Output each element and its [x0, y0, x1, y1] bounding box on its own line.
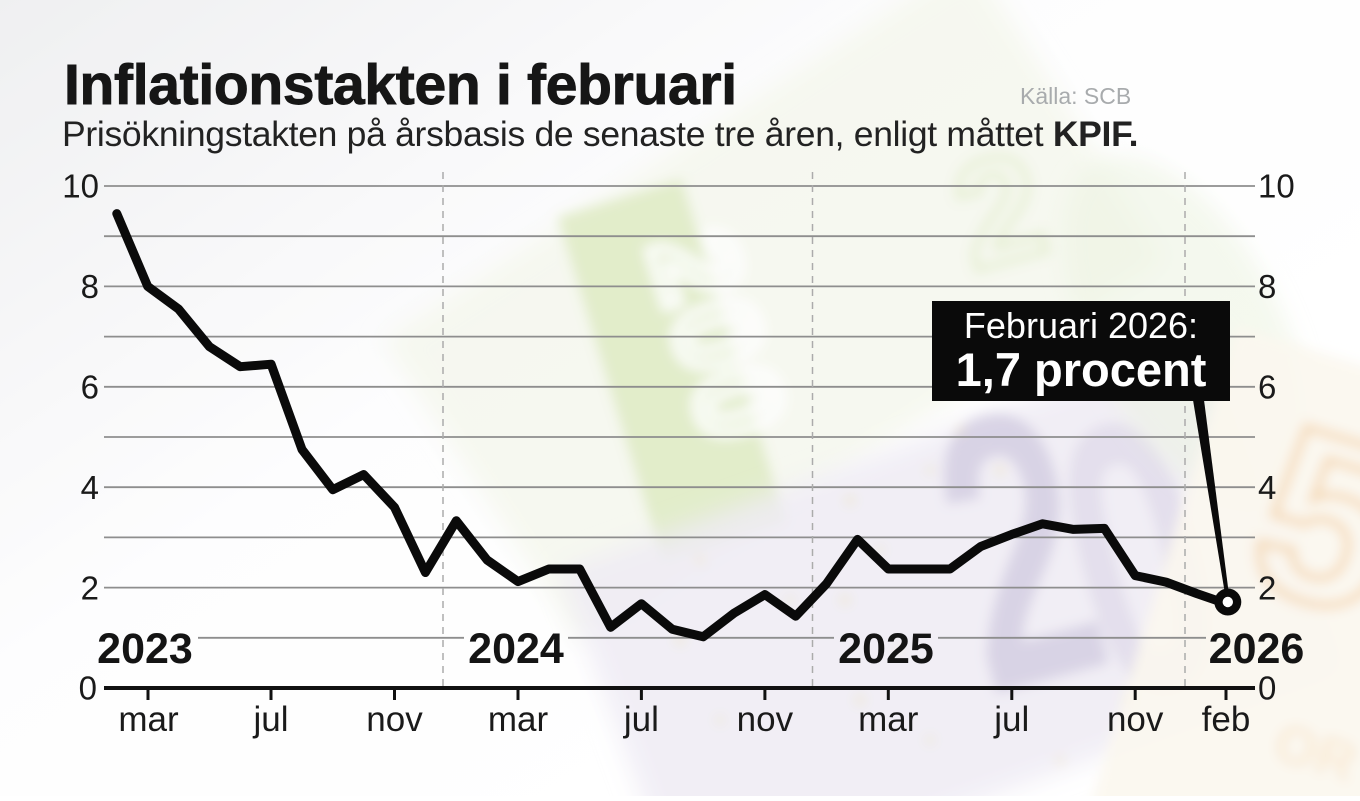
svg-text:0: 0 — [79, 670, 97, 707]
svg-text:1,7 procent: 1,7 procent — [956, 343, 1207, 396]
svg-text:2: 2 — [1258, 569, 1276, 606]
svg-text:2: 2 — [81, 569, 99, 606]
svg-text:feb: feb — [1202, 700, 1251, 739]
svg-text:8: 8 — [81, 268, 99, 305]
svg-text:jul: jul — [252, 700, 288, 739]
svg-text:jul: jul — [623, 700, 659, 739]
svg-text:6: 6 — [81, 369, 99, 406]
svg-text:8: 8 — [1258, 268, 1276, 305]
svg-text:jul: jul — [993, 700, 1029, 739]
svg-text:nov: nov — [366, 700, 423, 739]
svg-text:4: 4 — [81, 469, 99, 506]
svg-text:2023: 2023 — [97, 625, 193, 673]
svg-text:nov: nov — [1107, 700, 1164, 739]
svg-text:10: 10 — [62, 168, 99, 205]
svg-text:nov: nov — [737, 700, 794, 739]
svg-text:10: 10 — [1258, 168, 1295, 205]
svg-text:Februari 2026:: Februari 2026: — [964, 305, 1198, 346]
svg-text:2026: 2026 — [1209, 625, 1305, 673]
svg-text:mar: mar — [488, 700, 549, 739]
svg-text:Källa: SCB: Källa: SCB — [1020, 83, 1131, 109]
svg-text:4: 4 — [1258, 469, 1276, 506]
svg-text:6: 6 — [1258, 369, 1276, 406]
svg-text:mar: mar — [858, 700, 919, 739]
svg-text:mar: mar — [118, 700, 179, 739]
svg-text:Prisökningstakten på årsbasis: Prisökningstakten på årsbasis de senaste… — [62, 114, 1138, 154]
svg-text:Inflationstakten i februari: Inflationstakten i februari — [64, 53, 737, 117]
svg-text:2025: 2025 — [838, 625, 934, 673]
svg-text:0: 0 — [1258, 670, 1276, 707]
svg-text:2024: 2024 — [468, 625, 564, 673]
